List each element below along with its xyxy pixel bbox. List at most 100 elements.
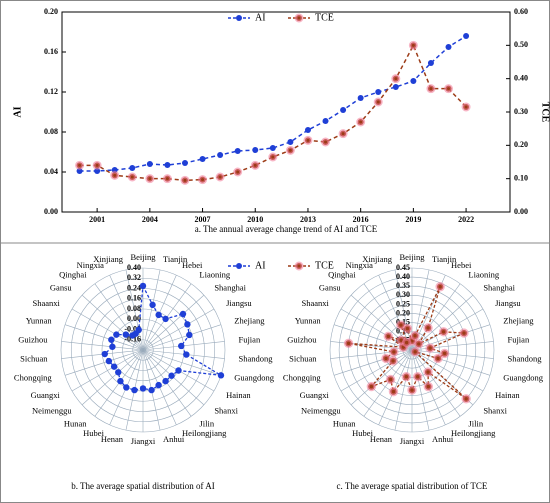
category-label: Henan: [370, 434, 393, 444]
r-tick-label: 0.10: [396, 327, 410, 336]
category-label: Guangdong: [234, 372, 274, 382]
category-label: Hainan: [495, 390, 520, 400]
data-point: [199, 156, 206, 162]
legend-marker: [236, 263, 242, 269]
series-line: [79, 43, 467, 182]
spoke: [142, 308, 215, 351]
data-point: [444, 84, 454, 94]
x-tick-label: 2001: [89, 215, 105, 224]
spoke: [340, 349, 413, 392]
category-label: Fujian: [238, 334, 260, 344]
data-point: [145, 174, 155, 184]
series-line: [79, 35, 467, 172]
data-point: [357, 95, 364, 101]
category-label: Chongqing: [14, 372, 53, 382]
data-point: [155, 311, 162, 319]
spoke: [142, 294, 205, 351]
category-label: Tianjin: [163, 254, 188, 264]
category-label: Shanxi: [483, 406, 507, 416]
y2-tick-label: 0.40: [514, 73, 528, 82]
category-label: Shaanxi: [32, 298, 60, 308]
legend-marker: [294, 13, 304, 23]
spoke: [142, 324, 222, 351]
y-tick-label: 0.00: [44, 207, 58, 216]
data-point: [233, 167, 243, 177]
data-point: [402, 323, 413, 334]
y-tick-label: 0.04: [44, 167, 58, 176]
data-point: [129, 165, 136, 171]
category-label: Gansu: [319, 282, 341, 292]
legend-marker: [236, 15, 242, 21]
r-tick-label: 0.00: [127, 314, 141, 323]
data-point: [392, 84, 399, 90]
y2-axis-title: TCE: [540, 102, 550, 123]
category-label: Ningxia: [346, 260, 374, 270]
data-point: [435, 282, 445, 292]
r-tick-label: 0.20: [396, 308, 410, 317]
data-point: [234, 148, 241, 154]
data-point: [410, 78, 417, 84]
data-point: [198, 175, 208, 185]
data-point: [181, 160, 188, 166]
category-label: Hebei: [451, 260, 472, 270]
category-label: Liaoning: [199, 270, 230, 280]
data-point: [217, 152, 224, 158]
category-label: Qinghai: [59, 270, 87, 280]
r-tick-label: 0.35: [396, 281, 410, 290]
data-point: [269, 145, 276, 151]
r-tick-label: 0.40: [127, 263, 141, 272]
data-point: [217, 372, 225, 379]
r-tick-label: 0.25: [396, 299, 410, 308]
data-point: [183, 351, 190, 358]
data-point: [425, 343, 435, 353]
category-label: Heilongjiang: [451, 428, 496, 438]
category-label: Guangxi: [300, 390, 330, 400]
spoke: [333, 349, 413, 376]
data-point: [149, 301, 156, 309]
data-point: [131, 386, 138, 394]
legend-label: AI: [255, 260, 266, 271]
spoke: [125, 269, 144, 351]
r-tick-label: 0.08: [127, 304, 141, 313]
category-label: Chongqing: [283, 372, 322, 382]
spoke: [394, 269, 413, 351]
data-point: [407, 385, 417, 395]
y-tick-label: 0.12: [44, 87, 58, 96]
data-point: [396, 320, 406, 330]
data-point: [356, 117, 366, 127]
category-label: Beijing: [130, 252, 156, 262]
spoke: [64, 349, 144, 376]
spoke: [411, 349, 491, 376]
category-label: Hainan: [226, 390, 251, 400]
category-label: Fujian: [507, 334, 529, 344]
data-point: [127, 172, 137, 182]
data-point: [401, 337, 412, 348]
data-point: [381, 353, 391, 364]
x-tick-label: 2019: [405, 215, 421, 224]
data-point: [162, 315, 169, 323]
data-point: [113, 331, 120, 338]
data-point: [408, 40, 418, 50]
category-label: Hubei: [83, 428, 104, 438]
category-label: Jiangsu: [495, 298, 521, 308]
data-point: [343, 338, 354, 349]
spoke: [411, 324, 491, 351]
category-label: Sichuan: [289, 354, 317, 364]
data-point: [168, 372, 175, 379]
data-point: [250, 160, 260, 170]
category-label: Neimenggu: [32, 406, 72, 416]
category-label: Beijing: [399, 252, 425, 262]
data-point: [445, 44, 452, 50]
data-point: [459, 328, 469, 338]
category-label: Shandong: [238, 354, 273, 364]
y2-tick-label: 0.60: [514, 7, 528, 16]
data-point: [101, 350, 108, 358]
category-label: Yunnan: [26, 316, 53, 326]
data-point: [179, 310, 187, 318]
data-point: [268, 152, 278, 162]
spoke: [142, 349, 222, 376]
category-label: Ningxia: [77, 260, 105, 270]
data-point: [175, 367, 182, 374]
category-label: Hunan: [64, 418, 87, 428]
spoke: [411, 349, 430, 431]
